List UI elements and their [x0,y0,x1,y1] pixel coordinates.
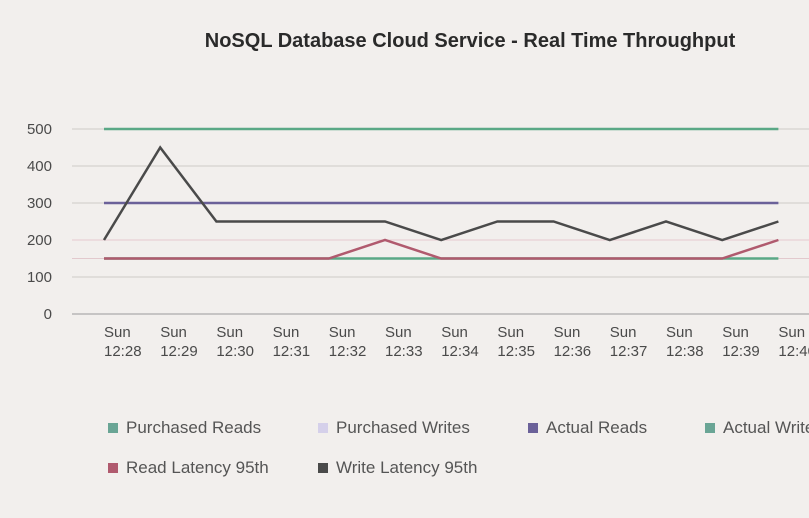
legend-item-actual-writes[interactable]: Actual Writes [705,418,809,438]
x-tick-day: Sun [385,324,412,341]
x-tick-day: Sun [778,324,805,341]
x-tick-day: Sun [216,324,243,341]
legend-swatch [108,423,118,433]
series-lines [102,127,779,260]
legend-label: Purchased Reads [126,418,262,437]
y-tick-label: 400 [27,158,52,175]
legend-item-purchased-writes[interactable]: Purchased Writes [318,418,528,438]
x-tick-day: Sun [104,324,131,341]
legend-label: Actual Reads [546,418,648,437]
y-tick-label: 500 [27,121,52,138]
x-tick-day: Sun [160,324,187,341]
x-tick-time: 12:34 [441,343,479,360]
x-tick-time: 12:36 [554,343,592,360]
legend-swatch [108,463,118,473]
y-tick-label: 0 [44,306,52,323]
x-tick-day: Sun [666,324,693,341]
legend-item-actual-reads[interactable]: Actual Reads [528,418,705,438]
x-tick-day: Sun [329,324,356,341]
legend-label: Actual Writes [723,418,809,437]
x-tick-time: 12:39 [722,343,760,360]
x-tick-day: Sun [610,324,637,341]
y-tick-label: 200 [27,232,52,249]
x-tick-time: 12:28 [104,343,142,360]
legend-swatch [318,463,328,473]
chart-title: NoSQL Database Cloud Service - Real Time… [204,30,736,52]
x-tick-day: Sun [497,324,524,341]
x-tick-time: 12:37 [610,343,648,360]
x-tick-time: 12:31 [273,343,311,360]
x-tick-time: 12:40 [778,343,809,360]
x-tick-time: 12:35 [497,343,535,360]
legend-item-purchased-reads[interactable]: Purchased Reads [108,418,318,438]
y-tick-label: 100 [27,269,52,286]
grid-lines [72,128,809,315]
legend-label: Purchased Writes [336,418,470,437]
legend-swatch [318,423,328,433]
x-tick-time: 12:30 [216,343,254,360]
x-tick-day: Sun [722,324,749,341]
x-tick-time: 12:32 [329,343,367,360]
x-axis-ticks: Sun 12:28 Sun 12:29 Sun 12:30 Sun 12:31 Sun 12:32… [104,324,809,360]
y-axis-ticks: 0 100 200 300 400 500 [27,121,52,323]
x-tick-day: Sun [441,324,468,341]
legend-item-read-latency-95th[interactable]: Read Latency 95th [108,458,318,478]
series-write-latency-95th[interactable] [102,145,779,242]
x-tick-day: Sun [554,324,581,341]
y-tick-label: 300 [27,195,52,212]
x-tick-day: Sun [273,324,300,341]
legend-swatch [528,423,538,433]
series-read-latency-95th[interactable] [104,238,779,260]
x-tick-time: 12:38 [666,343,704,360]
legend-label: Write Latency 95th [336,458,478,477]
legend-label: Read Latency 95th [126,458,269,477]
x-tick-time: 12:33 [385,343,423,360]
legend: Purchased Reads Purchased Writes Actual … [108,418,809,478]
x-tick-time: 12:29 [160,343,198,360]
legend-swatch [705,423,715,433]
legend-item-write-latency-95th[interactable]: Write Latency 95th [318,458,528,478]
